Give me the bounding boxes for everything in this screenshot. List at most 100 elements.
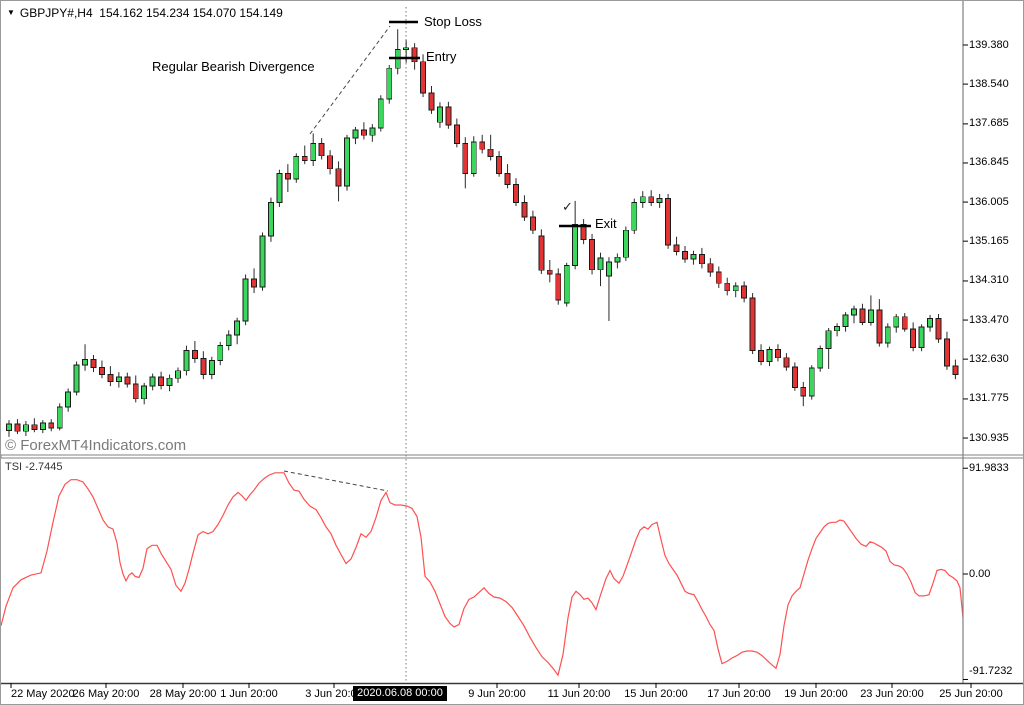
candle-bear	[301, 156, 308, 161]
candle-bull	[39, 422, 46, 430]
candle-bear	[90, 359, 97, 368]
candle-bull	[276, 173, 283, 203]
candle-bear	[648, 196, 655, 203]
candle-bull	[344, 137, 350, 187]
candle-bear	[479, 141, 486, 150]
tsi-value-label: TSI -2.7445	[5, 461, 63, 473]
stop-loss-label[interactable]: Stop Loss	[424, 14, 482, 29]
price-divergence-dashed-line	[309, 25, 391, 135]
candle-bear	[14, 423, 21, 432]
candle-bear	[327, 155, 334, 170]
candle-bear	[901, 316, 908, 330]
candle-bear	[496, 156, 503, 174]
candle-bull	[166, 377, 173, 387]
candle-bear	[538, 235, 545, 271]
candle-bull	[234, 320, 241, 336]
candle-bear	[775, 348, 781, 359]
candle-bear	[445, 106, 452, 126]
candle-bull	[927, 318, 933, 328]
candle-bear	[504, 173, 511, 186]
entry-label[interactable]: Entry	[426, 49, 457, 64]
tsi-divergence-dashed-line	[283, 470, 389, 492]
candle-bull	[369, 127, 376, 136]
candle-bear	[251, 278, 258, 288]
candle-bear	[944, 338, 950, 367]
candle-bull	[259, 235, 266, 288]
candle-bull	[834, 326, 841, 332]
candle-bear	[420, 61, 426, 94]
candle-bull	[22, 424, 29, 432]
candle-bull	[639, 196, 646, 203]
candle-bull	[242, 278, 249, 322]
candle-bull	[597, 257, 604, 271]
candle-bear	[335, 168, 342, 187]
candle-bear	[952, 365, 959, 375]
symbol-header: ▼ GBPJPY#,H4 154.162 154.234 154.070 154.…	[7, 6, 283, 20]
candle-bull	[403, 47, 410, 51]
candle-bear	[749, 297, 756, 351]
candle-bear	[555, 273, 562, 301]
candle-bear	[462, 143, 469, 174]
candle-bull	[622, 229, 629, 258]
candle-bull	[352, 129, 359, 139]
candle-bull	[183, 349, 190, 372]
candle-bull	[817, 347, 824, 369]
candle-bear	[360, 129, 367, 136]
candle-bear	[758, 349, 764, 362]
candle-bear	[98, 367, 105, 375]
candle-bull	[732, 285, 739, 292]
candle-bull	[867, 309, 874, 323]
candle-bull	[73, 364, 80, 393]
candle-bear	[158, 376, 165, 387]
symbol-info-text: GBPJPY#,H4 154.162 154.234 154.070 154.1…	[19, 6, 283, 20]
candle-bull	[310, 143, 317, 161]
candle-bull	[217, 345, 224, 361]
panel-separator	[1, 454, 1023, 459]
candle-bear	[791, 366, 798, 388]
candle-bear	[698, 253, 705, 265]
candle-bull	[65, 391, 72, 408]
candle-bull	[825, 330, 832, 349]
candle-bull	[572, 224, 579, 267]
candle-bear	[318, 143, 325, 157]
candle-bull	[149, 376, 156, 387]
candle-bull	[377, 98, 384, 129]
candle-bear	[783, 357, 790, 368]
candle-bull	[631, 201, 638, 231]
divergence-label[interactable]: Regular Bearish Divergence	[152, 59, 315, 74]
candle-bull	[268, 201, 274, 237]
candle-bear	[284, 173, 291, 180]
candle-bear	[673, 244, 680, 253]
candle-bull	[766, 348, 773, 362]
candle-bear	[453, 124, 460, 145]
candle-bull	[563, 265, 570, 304]
candle-bull	[225, 334, 232, 347]
candle-bear	[935, 318, 942, 340]
exit-checkmark-icon: ✓	[562, 199, 573, 214]
candle-bear	[707, 263, 714, 273]
candle-bull	[293, 156, 300, 180]
candle-bull	[851, 308, 857, 316]
dropdown-triangle-icon[interactable]: ▼	[7, 8, 15, 17]
timestamp-highlight[interactable]: 2020.06.08 00:00	[353, 686, 447, 701]
candle-bull	[6, 423, 12, 431]
exit-label[interactable]: Exit	[595, 216, 617, 231]
candle-bull	[614, 256, 621, 263]
candle-bear	[48, 422, 55, 429]
candle-bear	[513, 184, 519, 203]
candle-bull	[918, 326, 925, 348]
candle-bull	[386, 67, 393, 100]
tsi-line	[1, 472, 964, 677]
candle-bear	[31, 424, 38, 430]
candle-bull	[470, 141, 477, 174]
candle-bear	[859, 308, 866, 323]
candle-bear	[191, 349, 198, 360]
candle-bull	[690, 253, 697, 260]
candle-bull	[842, 314, 849, 328]
candle-bear	[682, 251, 688, 260]
candle-bear	[107, 374, 114, 382]
candle-bear	[200, 358, 207, 375]
candle-bull	[884, 326, 891, 344]
